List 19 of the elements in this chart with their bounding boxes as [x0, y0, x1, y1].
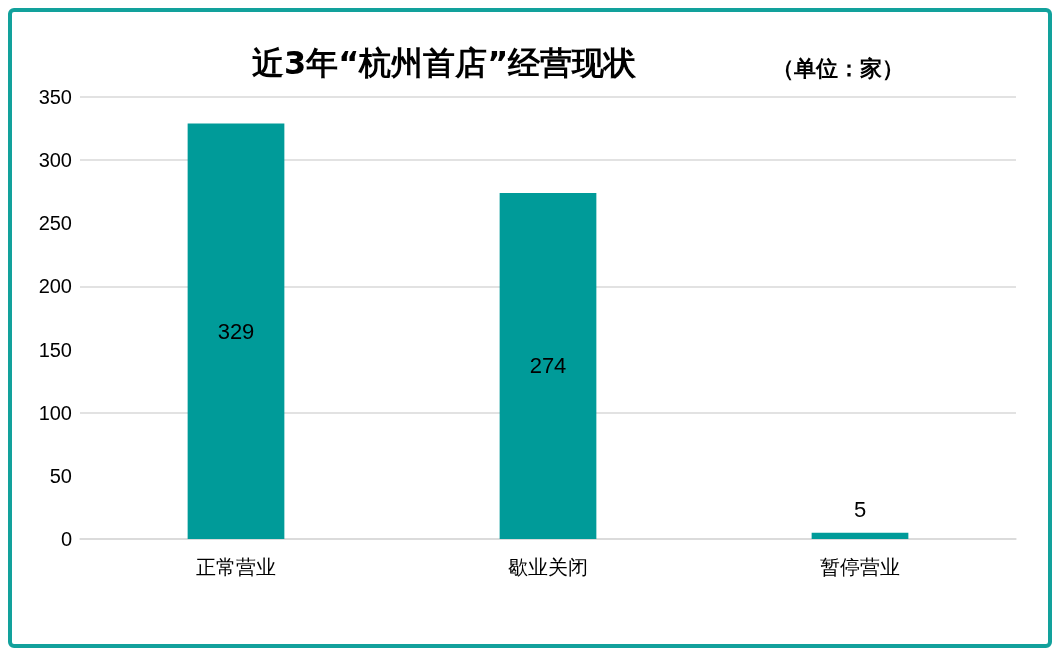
data-label: 5 — [853, 497, 867, 523]
x-tick-label: 正常营业 — [196, 555, 276, 579]
y-tick-label: 250 — [38, 212, 72, 235]
data-label: 274 — [529, 353, 567, 379]
chart-title: 近3年“杭州首店”经营现状 — [252, 44, 638, 82]
x-tick-label: 暂停营业 — [820, 555, 900, 579]
bar — [187, 123, 285, 539]
data-label: 329 — [217, 318, 255, 344]
y-tick-label: 200 — [38, 275, 72, 298]
bar — [499, 192, 597, 539]
y-tick-label: 0 — [60, 528, 72, 550]
y-tick-label: 300 — [38, 149, 72, 172]
bar — [811, 532, 909, 539]
x-tick-label: 歇业关闭 — [508, 555, 588, 579]
chart-subtitle: （单位：家） — [772, 55, 904, 81]
y-tick-label: 350 — [38, 86, 72, 108]
y-tick-label: 100 — [38, 401, 72, 424]
y-tick-label: 50 — [49, 464, 72, 487]
y-tick-label: 150 — [38, 338, 72, 361]
